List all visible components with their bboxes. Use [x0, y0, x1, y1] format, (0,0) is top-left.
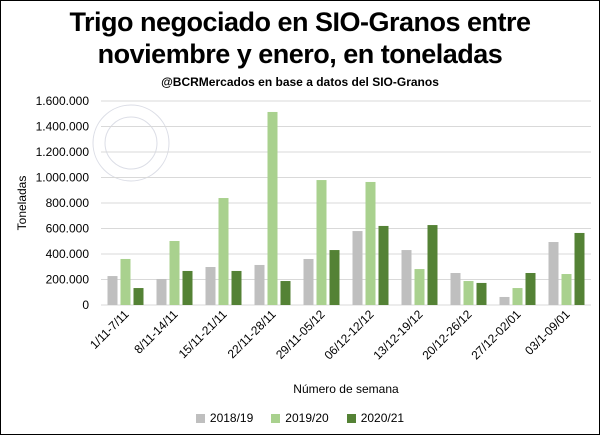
bar-2020-21	[182, 270, 193, 305]
bar-2020-21	[329, 250, 340, 305]
y-tick-label: 600.000	[46, 222, 90, 236]
x-tick-label: 15/11-21/11	[176, 307, 230, 361]
legend-label: 2020/21	[360, 411, 405, 425]
chart-title-line2: noviembre y enero, en toneladas	[97, 39, 503, 69]
legend-label: 2018/19	[209, 411, 254, 425]
x-tick-label: 29/11-05/12	[273, 307, 328, 362]
y-tick-label: 1.200.000	[36, 145, 90, 159]
bar-2019-20	[218, 198, 229, 305]
bar-2020-21	[574, 232, 585, 305]
bar-2020-21	[378, 225, 389, 305]
bar-2020-21	[525, 272, 536, 305]
bar-2018-19	[548, 242, 559, 305]
bar-2018-19	[107, 276, 118, 305]
bar-2020-21	[476, 282, 487, 305]
legend-item: 2019/20	[271, 411, 329, 425]
legend-item: 2018/19	[195, 411, 254, 425]
legend-label: 2019/20	[285, 411, 329, 425]
bar-2018-19	[352, 231, 363, 305]
x-tick-label: 06/12-12/12	[321, 307, 376, 362]
legend-swatch	[195, 414, 205, 423]
bar-2020-21	[427, 225, 438, 305]
bar-2020-21	[133, 288, 144, 305]
chart-title-line1: Trigo negociado en SIO-Granos entre	[69, 7, 531, 37]
x-tick-label: 13/12-19/12	[370, 307, 425, 362]
bar-2019-20	[267, 111, 278, 305]
bar-2018-19	[205, 267, 216, 305]
bar-2019-20	[414, 269, 425, 305]
bar-2019-20	[169, 240, 180, 305]
y-tick-label: 0	[82, 298, 89, 312]
y-tick-label: 1.000.000	[36, 171, 90, 185]
bar-2020-21	[231, 270, 242, 305]
bar-2018-19	[499, 296, 510, 305]
bar-2019-20	[512, 288, 523, 305]
bar-2018-19	[254, 264, 265, 305]
legend-item: 2020/21	[346, 411, 405, 425]
bar-2018-19	[450, 272, 461, 305]
x-tick-label: 22/11-28/11	[225, 307, 279, 361]
bar-2019-20	[463, 281, 474, 305]
y-axis-label: Toneladas	[15, 176, 29, 231]
x-tick-label: 03/1-09/01	[522, 307, 573, 358]
watermark-seal	[92, 104, 170, 182]
x-tick-label: 1/11-7/11	[87, 307, 132, 352]
x-tick-label: 8/11-14/11	[131, 307, 180, 356]
bar-2019-20	[120, 258, 131, 305]
legend-swatch	[346, 414, 356, 423]
chart-subtitle: @BCRMercados en base a datos del SIO-Gra…	[161, 75, 439, 89]
y-tick-label: 200.000	[46, 273, 90, 287]
x-axis-label: Número de semana	[293, 382, 399, 396]
y-tick-label: 1.600.000	[36, 94, 90, 108]
bar-2019-20	[365, 181, 376, 305]
y-tick-label: 800.000	[46, 196, 90, 210]
y-tick-label: 400.000	[46, 247, 90, 261]
x-tick-label: 27/12-02/01	[468, 307, 523, 362]
legend-swatch	[271, 414, 281, 423]
bar-2020-21	[280, 281, 291, 305]
x-tick-label: 20/12-26/12	[419, 307, 474, 362]
legend: 2018/19 2019/20 2020/21	[1, 411, 599, 425]
bar-2018-19	[303, 258, 314, 305]
bar-2019-20	[316, 180, 327, 305]
bar-2018-19	[156, 278, 167, 305]
bar-2019-20	[561, 274, 572, 305]
bar-2018-19	[401, 250, 412, 305]
y-tick-label: 1.400.000	[36, 120, 90, 134]
